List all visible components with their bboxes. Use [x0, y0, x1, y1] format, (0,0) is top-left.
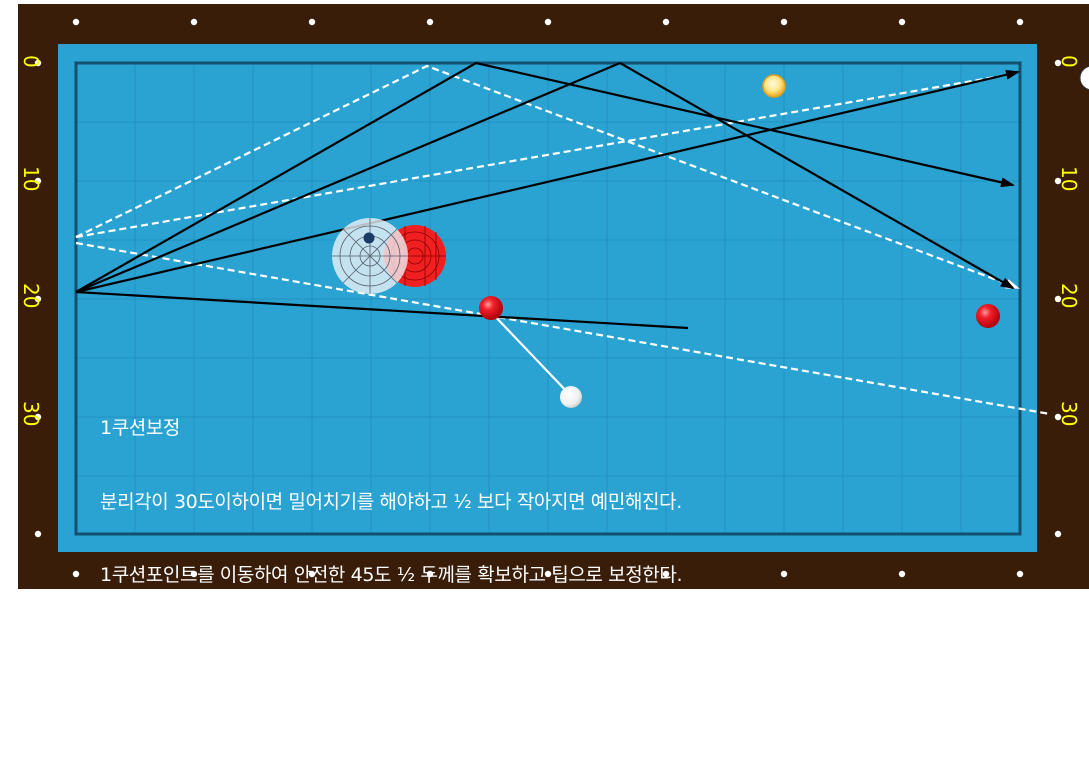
axis-label-right-10: 10 [1057, 166, 1081, 191]
note-title: 1쿠션보정 [100, 417, 181, 439]
diamond-markers [34, 18, 1062, 578]
note-line-5: 5포인트(반칸) 이동하는 대신 1팁을 추가하여 ½두께 3팁으로 시도한다. [100, 711, 657, 733]
note-line-4: 20포인트는 분리각이 약 45도 되어 두께 ½ 처리가 안전하므로 [100, 637, 586, 660]
axis-label-left-30: 30 [19, 401, 43, 426]
solid-path-b [75, 61, 621, 294]
solid-paths [75, 61, 1020, 330]
dashed-path-a [75, 64, 1020, 290]
axis-label-right-0: 0 [1057, 55, 1081, 68]
dashed-path-b [75, 71, 1019, 239]
axis-label-right-20: 20 [1057, 283, 1081, 308]
axis-label-right-30: 30 [1057, 401, 1081, 426]
solid-path-d [75, 290, 689, 330]
axis-label-left-0: 0 [19, 55, 43, 68]
yellow-ball [762, 74, 786, 98]
axis-label-left-10: 10 [19, 166, 43, 191]
partial-edge-icon [1079, 65, 1089, 91]
note-line-3: 1쿠션포인트를 이동하여 안전한 45도 ½ 두께를 확보하고 팁으로 보정한다… [100, 564, 683, 586]
explanation-notes: 1쿠션보정 분리각이 30도이하이면 밀어치기를 해야하고 ½ 보다 작아지면 … [100, 367, 682, 759]
cushion-line [74, 61, 1022, 536]
red-ball-target [479, 296, 503, 320]
cue-direction-line [488, 309, 572, 397]
dashed-paths [75, 64, 1051, 416]
note-line-2: 분리각이 30도이하이면 밀어치기를 해야하고 ½ 보다 작아지면 예민해진다. [100, 490, 682, 513]
solid-path-c [75, 69, 1020, 294]
billiard-table-diagram: 0 10 20 30 0 10 20 30 [18, 4, 1089, 589]
solid-path-a [75, 61, 1015, 293]
solid-path-b2 [619, 62, 1015, 289]
ball-contact-diagram-icon [332, 218, 446, 294]
axis-label-left-20: 20 [19, 283, 43, 308]
red-ball [976, 304, 1000, 328]
white-cue-ball [560, 386, 582, 408]
